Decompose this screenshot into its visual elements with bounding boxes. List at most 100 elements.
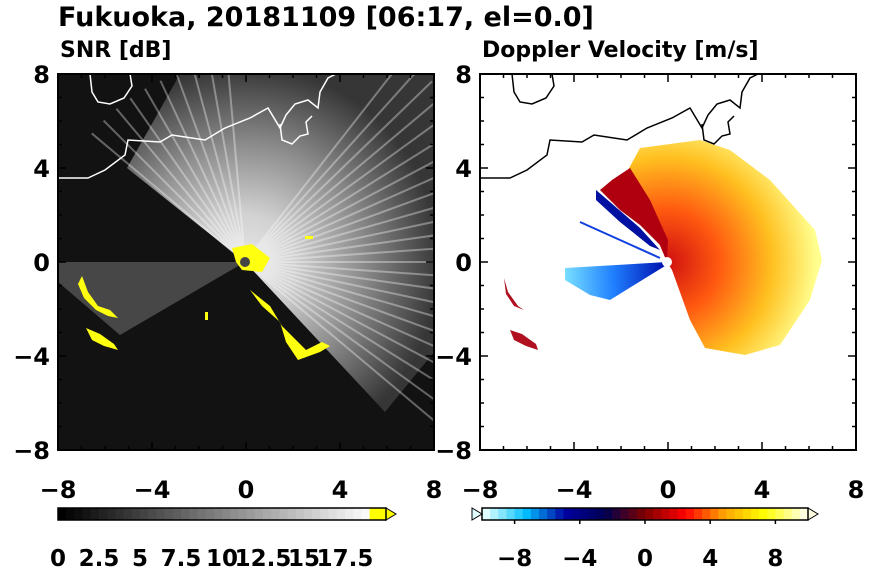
snr-colorbar-swatch: [205, 508, 215, 520]
x-tick-label: −4: [556, 476, 593, 504]
velocity-harbor-outline: [701, 115, 735, 145]
velocity-panel-title: Doppler Velocity [m/s]: [482, 38, 759, 63]
velocity-colorbar-swatch: [490, 508, 499, 520]
velocity-colorbar-swatch: [498, 508, 507, 520]
snr-colorbar-swatch: [320, 508, 330, 520]
velocity-axes: −8 −4 0 4 8 8 4 0 −4 −8: [435, 61, 864, 504]
velocity-colorbar-swatch: [775, 508, 785, 520]
velocity-colorbar-swatch: [759, 508, 768, 520]
snr-colorbar-swatch: [246, 508, 256, 520]
snr-colorbar-swatch: [148, 508, 157, 520]
velocity-colorbar-tick-label: 4: [702, 546, 718, 570]
velocity-colorbar-extend-left: [471, 507, 483, 521]
snr-colorbar-swatch: [181, 508, 190, 520]
velocity-colorbar-swatch: [522, 508, 532, 520]
velocity-colorbar-tick-label: 0: [637, 546, 653, 570]
y-tick-label: −8: [435, 437, 472, 465]
snr-ray: [244, 247, 434, 263]
snr-ray: [244, 261, 434, 332]
snr-colorbar-swatch: [279, 508, 289, 520]
velocity-colorbar-swatch: [587, 508, 597, 520]
velocity-colorbar-swatch: [547, 508, 556, 520]
snr-colorbar-swatch: [58, 508, 67, 520]
snr-colorbar-swatch: [345, 508, 354, 520]
snr-colorbar-tick-label: 17.5: [317, 546, 374, 570]
snr-ray: [175, 74, 246, 263]
velocity-colorbar-swatch: [734, 508, 744, 520]
snr-panel: SNR [dB] −8 −4 0 4 8 8 4 0 −4 −8: [13, 38, 442, 570]
snr-coastline: [58, 74, 337, 179]
snr-colorbar-extend-arrow: [385, 507, 397, 521]
velocity-colorbar-swatch: [612, 508, 622, 520]
velocity-colorbar-swatch: [653, 508, 662, 520]
velocity-colorbar-swatch: [604, 508, 613, 520]
x-tick-label: 0: [238, 476, 255, 504]
snr-colorbar-swatch: [131, 508, 141, 520]
velocity-colorbar-swatch: [636, 508, 646, 520]
snr-ray: [144, 88, 246, 263]
velocity-colorbar-swatch: [783, 508, 793, 520]
x-tick-label: −4: [134, 476, 171, 504]
velocity-field-dark-blue: [596, 190, 660, 250]
snr-ray: [115, 108, 246, 263]
snr-ray: [244, 80, 433, 263]
snr-ray: [129, 97, 246, 263]
snr-colorbar-swatch: [312, 508, 321, 520]
snr-ray: [244, 261, 434, 382]
snr-colorbar-swatch: [304, 508, 313, 520]
snr-colorbar-swatch: [287, 508, 297, 520]
velocity-colorbar-swatch: [555, 508, 564, 520]
snr-ray: [244, 123, 434, 263]
snr-axes: −8 −4 0 4 8 8 4 0 −4 −8: [13, 61, 442, 504]
velocity-colorbar-swatch: [620, 508, 630, 520]
x-tick-label: 8: [848, 476, 865, 504]
snr-colorbar-swatch: [99, 508, 108, 520]
x-tick-label: 0: [660, 476, 677, 504]
velocity-colorbar-tick-label: −8: [497, 546, 532, 570]
snr-colorbar-swatch: [115, 508, 125, 520]
snr-colorbar-swatch: [172, 508, 182, 520]
x-tick-label: 8: [426, 476, 443, 504]
snr-ray: [210, 74, 246, 263]
snr-colorbar-tick-label: 10: [206, 546, 238, 570]
x-tick-label: −8: [40, 476, 77, 504]
snr-colorbar-swatch: [361, 508, 371, 520]
x-tick-label: 4: [754, 476, 771, 504]
snr-ray: [244, 261, 434, 290]
velocity-colorbar-swatch: [726, 508, 736, 520]
velocity-colorbar-tick-label: 8: [767, 546, 783, 570]
velocity-field-dark-edge: [600, 168, 668, 262]
snr-ray: [244, 261, 434, 277]
y-tick-label: −4: [13, 343, 50, 371]
velocity-colorbar-swatch: [718, 508, 727, 520]
velocity-colorbar-swatch: [669, 508, 679, 520]
snr-harbor-outline: [279, 115, 313, 145]
y-tick-label: 8: [33, 61, 50, 89]
velocity-colorbar-swatch: [767, 508, 776, 520]
velocity-colorbar-swatch: [482, 508, 491, 520]
velocity-colorbar-tick-label: −4: [562, 546, 597, 570]
velocity-colorbar: −8 −4 0 4 8: [471, 507, 819, 570]
snr-ray: [244, 74, 394, 263]
snr-colorbar-tick-label: 2.5: [79, 546, 120, 570]
snr-radar-site: [240, 257, 250, 267]
velocity-colorbar-swatch: [506, 508, 516, 520]
snr-ray: [244, 261, 434, 318]
velocity-coastline-north: [511, 74, 555, 105]
velocity-colorbar-swatch: [677, 508, 687, 520]
velocity-colorbar-swatch: [702, 508, 711, 520]
x-tick-label: −8: [462, 476, 499, 504]
x-tick-label: 4: [332, 476, 349, 504]
snr-ray: [227, 74, 246, 263]
snr-colorbar-swatch: [74, 508, 84, 520]
velocity-colorbar-swatch: [661, 508, 670, 520]
y-tick-label: 8: [455, 61, 472, 89]
snr-colorbar-tick-label: 0: [50, 546, 66, 570]
velocity-field-approaching: [565, 262, 667, 300]
velocity-field-receding: [628, 140, 822, 355]
snr-colorbar-swatch: [377, 508, 387, 520]
snr-colorbar-swatch: [353, 508, 362, 520]
snr-coastline-north: [89, 74, 133, 105]
